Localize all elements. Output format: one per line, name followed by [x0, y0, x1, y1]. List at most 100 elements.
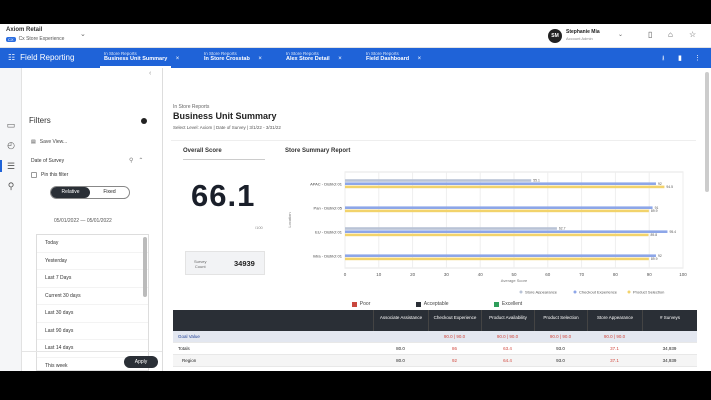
pin-filter-checkbox[interactable]: Pin this filter: [31, 172, 68, 178]
column-header[interactable]: Product Availability: [481, 310, 534, 331]
close-icon[interactable]: ×: [258, 56, 262, 62]
chevron-up-icon[interactable]: ⌃: [138, 158, 144, 164]
x-tick-label: 70: [579, 272, 585, 277]
apply-button[interactable]: Apply: [124, 356, 158, 368]
y-tick-label: Pan - District 05: [314, 206, 343, 211]
document-icon[interactable]: ▯: [648, 30, 653, 39]
download-icon[interactable]: ⭳: [662, 55, 665, 62]
data-label: 62.7: [559, 227, 566, 231]
pin-icon[interactable]: ⚲: [7, 181, 15, 191]
x-tick-label: 0: [344, 272, 347, 277]
overall-score-value: 66.1: [191, 178, 256, 213]
table-row[interactable]: Stores80.08666.493.037.134,939: [173, 367, 697, 371]
list-item[interactable]: Last 14 days: [37, 340, 148, 358]
bar-product-selection: [345, 233, 649, 237]
table-cell: 37.1: [610, 358, 619, 363]
table-cell: [373, 331, 428, 342]
nav-bar: ☷ Field Reporting In Store Reports Busin…: [0, 48, 711, 68]
toggle-relative[interactable]: Relative: [51, 187, 90, 198]
legend-label: Acceptable: [423, 301, 449, 307]
date-filter-controls[interactable]: ⚲ ⌃: [129, 157, 143, 164]
save-icon: ▤: [31, 139, 36, 145]
tab-in-store-crosstab[interactable]: In Store Reports In Store Crosstab ×: [200, 50, 262, 68]
x-tick-label: 30: [444, 272, 450, 277]
close-icon[interactable]: ×: [175, 56, 180, 62]
column-header[interactable]: [173, 310, 373, 331]
tab-alex-store-detail[interactable]: In Store Reports Alex Store Detail ×: [282, 50, 342, 68]
chevron-down-icon[interactable]: ⌄: [80, 31, 86, 38]
table-cell: 90.0 | 90.0: [496, 334, 519, 339]
folder-icon[interactable]: ▭: [6, 120, 16, 130]
table-cell: 34,939: [662, 346, 677, 351]
brand[interactable]: ☷ Field Reporting: [8, 53, 74, 62]
column-header[interactable]: Checkout Experience: [428, 310, 481, 331]
star-icon[interactable]: ☆: [689, 30, 697, 39]
list-item[interactable]: This week: [37, 358, 148, 371]
app-subtitle-text: Cx Store Experience: [18, 36, 65, 42]
rail-active-indicator: [0, 160, 2, 172]
date-of-survey-label[interactable]: Date of Survey: [31, 158, 65, 164]
legend-poor: Poor: [351, 301, 371, 307]
list-item[interactable]: Yesterday: [37, 253, 148, 270]
grid-icon: ☷: [8, 53, 16, 62]
column-header[interactable]: Associate Assistance: [373, 310, 428, 331]
date-from[interactable]: 05/01/2022: [54, 218, 80, 224]
table-row[interactable]: Totals 80.0 86 63.4 93.0 37.1 34,939: [173, 343, 697, 355]
list-item[interactable]: Last 30 days: [37, 305, 148, 323]
date-separator: —: [80, 218, 86, 224]
column-header[interactable]: Store Appearance: [587, 310, 642, 331]
column-header[interactable]: Product Selection: [534, 310, 587, 331]
date-range[interactable]: 05/01/2022 — 05/01/2022: [54, 218, 112, 224]
avatar[interactable]: SM: [548, 29, 562, 43]
bookmark-icon[interactable]: ▮: [678, 55, 682, 62]
table-row[interactable]: Region 80.0 92 64.4 93.0 37.1 34,939: [173, 355, 697, 367]
relative-fixed-toggle[interactable]: Relative Fixed: [50, 186, 130, 199]
relative-range-list: Today Yesterday Last 7 Days Current 30 d…: [36, 234, 149, 371]
toggle-fixed[interactable]: Fixed: [103, 189, 116, 195]
history-icon[interactable]: ◴: [7, 140, 15, 150]
table-cell: Goal Value: [178, 334, 200, 339]
tab-subtitle: In Store Reports: [286, 51, 319, 56]
legend-label: Poor: [359, 301, 371, 307]
divider: [171, 140, 696, 141]
x-tick-label: 80: [613, 272, 619, 277]
overall-score-label: Overall Score: [183, 148, 222, 154]
pin-icon[interactable]: ⚲: [129, 158, 134, 164]
save-view-button[interactable]: ▤ Save View...: [31, 139, 67, 145]
table-cell: Totals: [178, 346, 190, 351]
column-header[interactable]: # Surveys: [642, 310, 697, 331]
table-cell: 93.0: [534, 367, 587, 371]
table-cell: 92: [451, 358, 457, 363]
date-to[interactable]: 05/01/2022: [86, 218, 112, 224]
list-item[interactable]: Current 30 days: [37, 288, 148, 305]
table-cell: 86: [428, 367, 481, 371]
settings-icon[interactable]: ⋮: [694, 55, 701, 62]
lock-icon[interactable]: ⌂: [668, 30, 673, 39]
table-cell: Stores: [173, 367, 373, 371]
tab-business-unit-summary[interactable]: In Store Reports Business Unit Summary ×: [100, 50, 179, 68]
list-item[interactable]: Today: [37, 235, 148, 253]
x-tick-label: 90: [647, 272, 653, 277]
table-row[interactable]: Goal Value 90.0 | 90.0 90.0 | 90.0 90.0 | 9…: [173, 331, 697, 343]
bar-store-appearance: [345, 227, 557, 230]
y-tick-label: EU - District 01: [315, 230, 343, 235]
scrollbar[interactable]: [143, 237, 147, 297]
tab-field-dashboard[interactable]: In Store Reports Field Dashboard ×: [362, 50, 421, 68]
breadcrumb[interactable]: In Store Reports: [173, 104, 210, 110]
legend-marker: [627, 290, 631, 294]
scrollbar[interactable]: [705, 72, 709, 192]
legend-swatch: [415, 301, 421, 307]
table-cell: 90.0 | 90.0: [443, 334, 466, 339]
list-item[interactable]: Last 7 Days: [37, 270, 148, 288]
close-icon[interactable]: ×: [338, 56, 342, 62]
filters-menu-icon[interactable]: [141, 118, 147, 124]
close-icon[interactable]: ×: [417, 56, 422, 62]
checkbox-box[interactable]: [31, 172, 37, 178]
list-item[interactable]: Last 90 days: [37, 323, 148, 340]
app-name[interactable]: Axiom Retail: [6, 27, 43, 33]
collapse-icon[interactable]: ‹: [149, 70, 152, 77]
survey-label-line1: Survey: [194, 259, 207, 264]
filter-icon[interactable]: ☰: [6, 161, 16, 171]
table-cell: 63.4: [503, 346, 512, 351]
user-menu-chevron-icon[interactable]: ⌄: [618, 32, 624, 38]
